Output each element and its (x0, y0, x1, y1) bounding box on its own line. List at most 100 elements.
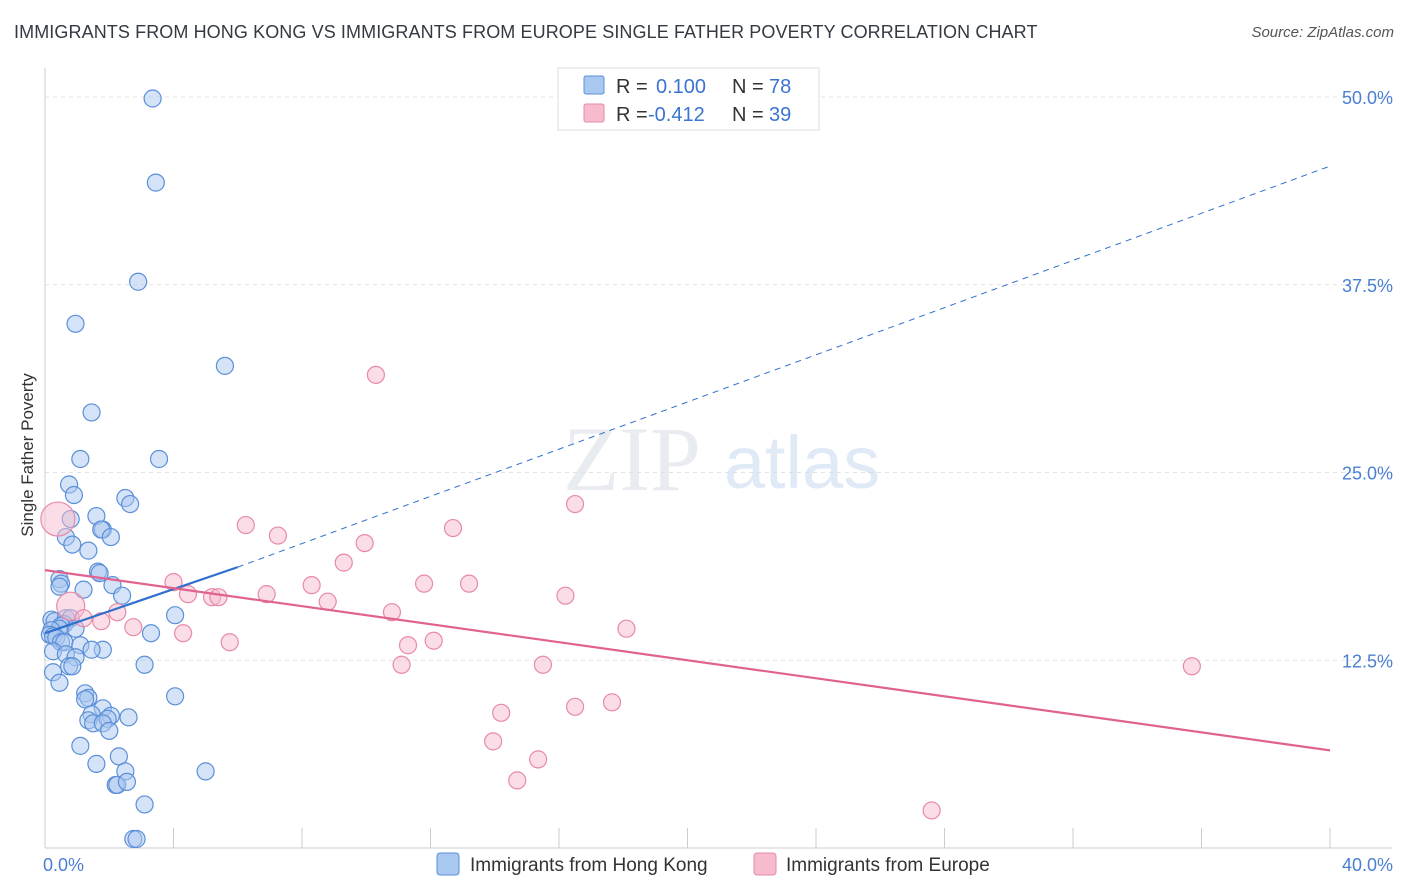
hong-kong-point (87, 754, 106, 773)
bottom-legend-label-hong-kong: Immigrants from Hong Kong (470, 855, 708, 876)
series-hong-kong-points (40, 89, 234, 849)
hong-kong-point (50, 673, 69, 692)
hong-kong-point (143, 89, 162, 108)
legend-r-label-1: R = (616, 76, 648, 98)
europe-point (602, 693, 622, 712)
chart-title: IMMIGRANTS FROM HONG KONG VS IMMIGRANTS … (14, 22, 1038, 42)
hong-kong-point (66, 314, 85, 333)
hong-kong-point (121, 494, 140, 514)
y-tick-label: 37.5% (1342, 276, 1393, 296)
europe-point (92, 612, 111, 631)
europe-point (178, 585, 198, 604)
bottom-legend-label-europe: Immigrants from Europe (786, 855, 990, 876)
hong-kong-point (135, 655, 154, 674)
europe-point (366, 365, 385, 384)
trend-line-europe (44, 569, 1331, 752)
hong-kong-point (63, 657, 82, 676)
hong-kong-point (215, 356, 234, 375)
europe-point (220, 633, 239, 652)
bottom-legend-swatch-hong-kong (436, 852, 460, 876)
watermark-zip: ZIP (563, 408, 701, 510)
europe-point (492, 703, 511, 722)
legend-swatch-hong-kong (583, 75, 605, 95)
y-tick-label: 50.0% (1342, 88, 1393, 108)
europe-point (556, 586, 575, 605)
hong-kong-point (76, 690, 95, 709)
hong-kong-point (71, 736, 90, 755)
legend: R = 0.100 N = 78 R = -0.412 N = 39 (557, 67, 820, 131)
watermark-atlas: atlas (724, 421, 880, 504)
europe-point (318, 592, 337, 611)
hong-kong-point (119, 708, 138, 727)
x-tick-label-max: 40.0% (1342, 855, 1393, 875)
legend-n-label-2: N = (732, 104, 764, 126)
hong-kong-point (109, 747, 128, 766)
europe-point (40, 501, 76, 537)
hong-kong-point (135, 795, 154, 814)
europe-point (382, 603, 402, 622)
y-tick-label: 25.0% (1342, 464, 1393, 484)
x-tick-label-min: 0.0% (43, 855, 84, 875)
hong-kong-point (82, 403, 101, 422)
europe-point (1182, 657, 1201, 676)
trend-lines (44, 165, 1331, 752)
hong-kong-point (63, 535, 82, 554)
legend-r-value-europe: -0.412 (648, 104, 705, 126)
hong-kong-point (50, 577, 69, 596)
europe-point (355, 533, 374, 553)
europe-point (617, 619, 636, 638)
europe-point (236, 515, 255, 535)
europe-point (257, 585, 276, 604)
hong-kong-point (112, 586, 132, 605)
hong-kong-point (71, 449, 90, 469)
legend-r-label-2: R = (616, 104, 648, 126)
source-credit: Source: ZipAtlas.com (1251, 24, 1394, 41)
europe-point (508, 771, 527, 790)
europe-point (565, 494, 585, 514)
hong-kong-point (101, 527, 120, 547)
hong-kong-point (149, 449, 169, 469)
europe-point (443, 518, 463, 538)
legend-n-label-1: N = (732, 76, 764, 98)
europe-point (484, 732, 503, 751)
y-tick-label: 12.5% (1342, 651, 1393, 671)
hong-kong-point (79, 541, 98, 560)
europe-point (565, 697, 585, 716)
legend-swatch-europe (583, 103, 605, 123)
legend-n-value-hong-kong: 78 (769, 76, 791, 98)
trend-line-hong-kong (44, 566, 239, 635)
watermark: ZIP atlas (563, 408, 880, 510)
hong-kong-point (74, 580, 93, 599)
europe-point (164, 573, 183, 592)
axes (44, 68, 1392, 849)
hong-kong-point (64, 485, 84, 505)
hong-kong-point (141, 624, 161, 643)
bottom-legend-swatch-europe (753, 852, 777, 876)
hong-kong-point (127, 829, 146, 849)
series-europe-points (40, 365, 1201, 820)
europe-point (398, 636, 418, 655)
europe-point (334, 553, 353, 572)
hong-kong-point (100, 721, 119, 740)
hong-kong-point (166, 606, 185, 625)
europe-point (209, 588, 228, 607)
europe-point (424, 631, 443, 650)
hong-kong-point (166, 687, 185, 706)
hong-kong-point (117, 772, 137, 792)
europe-point (922, 801, 941, 820)
bottom-legend: Immigrants from Hong Kong Immigrants fro… (436, 852, 990, 876)
europe-point (302, 576, 321, 595)
europe-point (174, 624, 193, 643)
europe-point (459, 574, 479, 593)
hong-kong-point (196, 762, 215, 781)
europe-point (392, 655, 411, 674)
hong-kong-point (129, 272, 148, 291)
europe-point (124, 618, 143, 637)
trend-line-hong-kong-extension (237, 165, 1331, 568)
hong-kong-point (146, 173, 165, 192)
legend-r-value-hong-kong: 0.100 (656, 76, 706, 98)
europe-point (268, 526, 288, 545)
europe-point (533, 655, 553, 674)
europe-point (414, 574, 434, 593)
